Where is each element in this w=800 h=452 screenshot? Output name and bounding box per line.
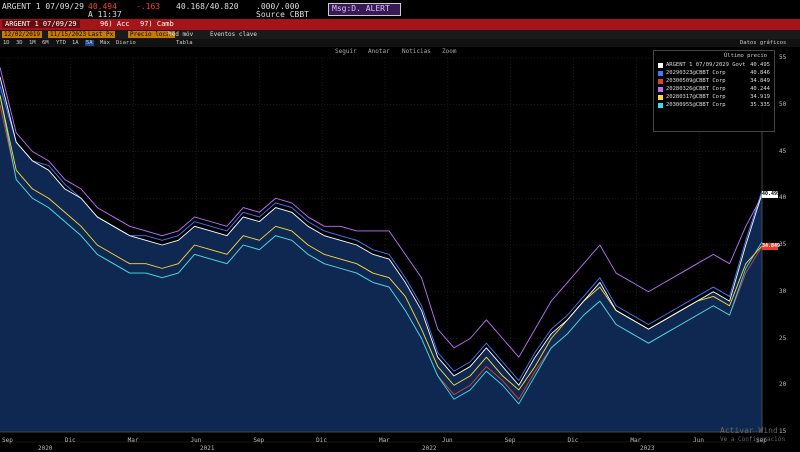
legend-value: 40.846	[750, 70, 770, 76]
y-tick-label: 30	[779, 287, 787, 295]
legend-row: ARGENT 1 07/09/2029 Govt 40.495	[658, 62, 772, 69]
legend-swatch	[658, 71, 663, 76]
series-line	[0, 76, 763, 386]
date-from[interactable]: 12/02/2019	[2, 31, 43, 38]
y-tick-label: 50	[779, 100, 787, 108]
watermark-line: Activar Wind	[720, 426, 778, 435]
x-tick-label: Sep	[756, 437, 767, 444]
legend-swatch	[658, 87, 663, 92]
quote-time: A 11:37	[88, 10, 122, 19]
date-to[interactable]: 11/15/2023	[48, 31, 89, 38]
bid-ask: 40.168/40.820	[176, 2, 239, 11]
x-tick-label: Sep	[504, 437, 516, 444]
x-tick-label: Jun	[693, 437, 704, 444]
legend-swatch	[658, 63, 663, 68]
last-price: 40.494	[88, 2, 117, 11]
seguir-button[interactable]: Seguir	[335, 48, 357, 55]
x-tick-label: Dic	[316, 437, 327, 444]
x-year-label: 2021	[200, 445, 215, 452]
med-mov-toggle[interactable]: Med móv	[168, 31, 194, 38]
x-year-label: 2022	[422, 445, 437, 452]
legend-row: 20280326@CBBT Corp 40.244	[658, 86, 772, 93]
range-bar: 1D 3D 1M 6M YTD 1A 5A Máx Diario Tabla D…	[0, 39, 800, 47]
x-tick-label: Mar	[630, 437, 642, 444]
acc-button[interactable]: 96) Acc	[100, 20, 130, 28]
x-tick-label: Dic	[64, 437, 76, 444]
security-field[interactable]: ARGENT 1 07/09/29	[2, 20, 80, 28]
legend-swatch	[658, 95, 663, 100]
legend-row: 20300509@CBBT Corp 34.849	[658, 78, 772, 85]
range-1d[interactable]: 1D	[3, 40, 10, 46]
price-change: -.163	[136, 2, 161, 11]
legend-name: 20290323@CBBT Corp	[666, 70, 726, 76]
quote-source: Source CBBT	[256, 10, 309, 19]
legend-name: 20300955@CBBT Corp	[666, 102, 726, 108]
series-line	[0, 67, 763, 358]
series-line	[0, 95, 763, 405]
range-max[interactable]: Máx	[100, 40, 110, 46]
y-tick-label: 25	[779, 334, 787, 342]
legend-value: 40.495	[750, 62, 770, 68]
x-tick-label: Sep	[253, 437, 265, 444]
tabla-button[interactable]: Tabla	[176, 40, 193, 46]
control-bar: 12/02/2019 11/15/2023 Last Px Precio loc…	[0, 30, 800, 39]
last-px-select[interactable]: Last Px	[86, 31, 116, 38]
range-1m[interactable]: 1M	[29, 40, 36, 46]
range-ytd[interactable]: YTD	[56, 40, 66, 46]
legend-name: 20300509@CBBT Corp	[666, 78, 726, 84]
legend-value: 34.919	[750, 94, 770, 100]
windows-activation-watermark: Activar Wind Ve a Configuración	[720, 426, 785, 444]
legend-swatch	[658, 79, 663, 84]
area-fill	[0, 76, 762, 432]
y-tick-label: 40	[779, 194, 787, 202]
legend-value: 34.849	[750, 78, 770, 84]
y-tick-label: 20	[779, 381, 787, 389]
legend-row: 20280317@CBBT Corp 34.919	[658, 94, 772, 101]
legend-value: 40.244	[750, 86, 770, 92]
datos-graficos-button[interactable]: Datos gráficos	[740, 40, 787, 46]
y-tick-label: 55	[779, 54, 787, 61]
range-1a[interactable]: 1A	[72, 40, 79, 46]
price-select[interactable]: Precio local	[128, 31, 176, 38]
camb-button[interactable]: 97) Camb	[140, 20, 174, 28]
price-tag: 40.495	[762, 190, 781, 198]
y-tick-label: 15	[779, 428, 787, 435]
security-bar: ARGENT 1 07/09/29 96) Acc 97) Camb	[0, 19, 800, 30]
alert-button[interactable]: Msg:D. ALERT	[328, 3, 401, 16]
chart-tools-bar: Seguir Anotar Noticias Zoom	[0, 47, 800, 56]
x-tick-label: Mar	[379, 437, 390, 444]
anotar-button[interactable]: Anotar	[368, 48, 390, 55]
eventos-toggle[interactable]: Eventos clave	[210, 31, 257, 38]
price-tag: 34.849	[762, 243, 781, 251]
legend-row: 20300955@CBBT Corp 35.335	[658, 102, 772, 109]
x-tick-label: Dic	[567, 437, 579, 444]
x-tick-label: Jun	[190, 437, 202, 444]
legend-row: 20290323@CBBT Corp 40.846	[658, 70, 772, 77]
noticias-button[interactable]: Noticias	[402, 48, 431, 55]
security-name[interactable]: ARGENT 1 07/09/29	[2, 2, 84, 11]
x-tick-label: Mar	[127, 437, 139, 444]
watermark-line: Ve a Configuración	[720, 436, 786, 443]
zoom-button[interactable]: Zoom	[442, 48, 457, 55]
x-year-label: 2020	[38, 445, 53, 452]
y-tick-label: 45	[779, 147, 787, 155]
x-tick-label: Sep	[2, 437, 13, 444]
chart-legend: Último precio ARGENT 1 07/09/2029 Govt 40…	[653, 50, 775, 132]
x-year-label: 2023	[640, 445, 655, 452]
extra-quote: .000/.000	[256, 2, 300, 11]
legend-header: Último precio	[724, 53, 768, 59]
quote-bar: ARGENT 1 07/09/29 40.494 -.163 40.168/40…	[0, 0, 800, 19]
legend-swatch	[658, 103, 663, 108]
legend-name: ARGENT 1 07/09/2029 Govt	[666, 62, 746, 68]
range-3d[interactable]: 3D	[16, 40, 23, 46]
legend-value: 35.335	[750, 102, 770, 108]
x-tick-label: Jun	[441, 437, 453, 444]
frequency-select[interactable]: Diario	[116, 40, 136, 46]
range-5a[interactable]: 5A	[85, 40, 94, 46]
range-6m[interactable]: 6M	[42, 40, 49, 46]
legend-name: 20280317@CBBT Corp	[666, 94, 726, 100]
y-tick-label: 35	[779, 241, 787, 248]
legend-name: 20280326@CBBT Corp	[666, 86, 726, 92]
